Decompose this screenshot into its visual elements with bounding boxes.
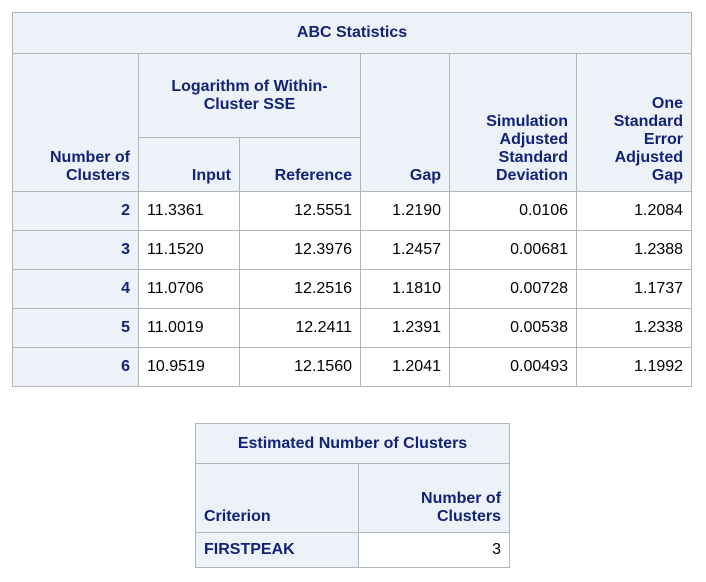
header-input: Input: [138, 137, 240, 192]
cell-reference: 12.3976: [239, 230, 361, 270]
table-row: 5 11.0019 12.2411 1.2391 0.00538 1.2338: [12, 308, 693, 348]
row-header-clusters: 5: [12, 308, 139, 348]
cell-input: 11.3361: [138, 191, 240, 231]
cell-gap: 1.2190: [360, 191, 450, 231]
cell-sim-adj-sd: 0.00681: [449, 230, 577, 270]
header-criterion: Criterion: [195, 463, 359, 533]
cell-adj-gap: 1.2388: [575, 230, 693, 270]
header-one-se-adjusted-gap: One Standard Error Adjusted Gap: [575, 53, 693, 192]
cell-input: 11.1520: [138, 230, 240, 270]
header-simulation-adjusted-sd: Simulation Adjusted Standard Deviation: [449, 53, 577, 192]
abc-table-title: ABC Statistics: [11, 12, 693, 54]
header-number-of-clusters: Number of Clusters: [357, 463, 511, 533]
row-header-clusters: 6: [12, 347, 139, 387]
abc-statistics-table: ABC Statistics Number of Clusters Logari…: [11, 12, 693, 387]
table-row: 2 11.3361 12.5551 1.2190 0.0106 1.2084: [12, 191, 693, 231]
cell-reference: 12.2516: [239, 269, 361, 309]
table-row: 3 11.1520 12.3976 1.2457 0.00681 1.2388: [12, 230, 693, 270]
cell-sim-adj-sd: 0.0106: [449, 191, 577, 231]
estimated-number-of-clusters-table: Estimated Number of Clusters Criterion N…: [194, 423, 511, 568]
cell-adj-gap: 1.1737: [575, 269, 693, 309]
row-header-clusters: 4: [12, 269, 139, 309]
header-gap: Gap: [360, 53, 450, 192]
estimate-table-title: Estimated Number of Clusters: [194, 423, 511, 464]
cell-gap: 1.2391: [360, 308, 450, 348]
table-row: 6 10.9519 12.1560 1.2041 0.00493 1.1992: [12, 347, 693, 387]
cell-sim-adj-sd: 0.00493: [449, 347, 577, 387]
cell-sim-adj-sd: 0.00728: [449, 269, 577, 309]
table-row: 4 11.0706 12.2516 1.1810 0.00728 1.1737: [12, 269, 693, 309]
cell-input: 11.0019: [138, 308, 240, 348]
cell-gap: 1.2041: [360, 347, 450, 387]
row-header-criterion: FIRSTPEAK: [195, 532, 359, 568]
cell-input: 10.9519: [138, 347, 240, 387]
cell-input: 11.0706: [138, 269, 240, 309]
cell-adj-gap: 1.2084: [575, 191, 693, 231]
cell-gap: 1.1810: [360, 269, 450, 309]
cell-reference: 12.5551: [239, 191, 361, 231]
cell-adj-gap: 1.1992: [575, 347, 693, 387]
cell-number-of-clusters: 3: [357, 532, 511, 568]
cell-reference: 12.2411: [239, 308, 361, 348]
cell-sim-adj-sd: 0.00538: [449, 308, 577, 348]
header-number-of-clusters: Number of Clusters: [12, 53, 139, 192]
cell-reference: 12.1560: [239, 347, 361, 387]
row-header-clusters: 2: [12, 191, 139, 231]
table-row: FIRSTPEAK 3: [195, 532, 511, 568]
row-header-clusters: 3: [12, 230, 139, 270]
cell-adj-gap: 1.2338: [575, 308, 693, 348]
header-log-within-cluster-sse: Logarithm of Within-Cluster SSE: [138, 53, 361, 138]
cell-gap: 1.2457: [360, 230, 450, 270]
header-reference: Reference: [239, 137, 361, 192]
